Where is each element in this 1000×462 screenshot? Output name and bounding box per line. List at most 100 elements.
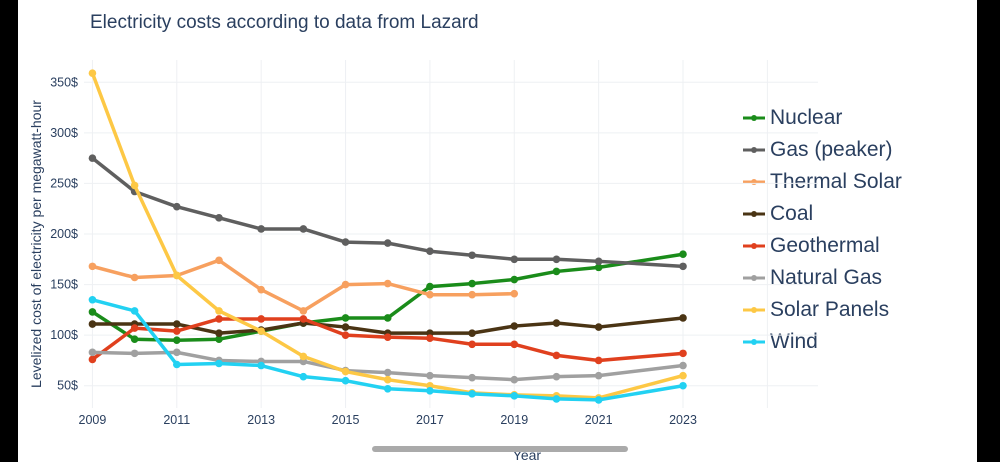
data-point <box>594 263 603 272</box>
x-tick-label: 2015 <box>332 413 360 427</box>
legend-item[interactable]: Geothermal <box>742 230 902 262</box>
data-point <box>510 275 519 284</box>
data-point <box>552 395 561 403</box>
data-point <box>257 315 265 323</box>
data-point <box>215 359 223 368</box>
legend-swatch-icon <box>743 147 765 153</box>
legend-label: Gas (peaker) <box>770 138 893 161</box>
data-point <box>88 154 97 162</box>
navigation-handle[interactable] <box>372 446 628 452</box>
data-point <box>510 289 519 298</box>
legend-item[interactable]: Natural Gas <box>742 262 902 294</box>
data-point <box>341 314 350 322</box>
data-point <box>173 320 181 328</box>
data-point <box>594 323 603 331</box>
data-point <box>552 319 561 327</box>
data-point <box>679 361 687 370</box>
data-point <box>383 314 392 322</box>
legend-item[interactable]: Nuclear <box>742 102 902 134</box>
data-point <box>173 271 181 280</box>
data-point <box>88 308 97 316</box>
data-point <box>426 371 434 380</box>
legend-label: Wind <box>770 330 818 353</box>
data-point <box>383 375 392 384</box>
data-point <box>679 371 687 380</box>
series-line <box>91 317 684 363</box>
data-point <box>299 372 308 381</box>
legend-label: Geothermal <box>770 234 880 257</box>
legend-item[interactable]: Thermal Solar <box>742 166 902 198</box>
legend-item[interactable]: Solar Panels <box>742 294 902 326</box>
series-wind <box>88 295 687 404</box>
legend-swatch-icon <box>743 339 765 345</box>
data-point <box>426 290 434 299</box>
data-point <box>383 239 392 247</box>
data-point <box>88 320 97 328</box>
data-point <box>215 214 223 222</box>
y-tick-label: 350$ <box>50 75 78 89</box>
data-point <box>215 307 223 315</box>
data-point <box>173 202 181 211</box>
y-axis-label: Levelized cost of electricity per megawa… <box>28 100 44 388</box>
legend-swatch-icon <box>743 275 765 281</box>
data-point <box>510 340 519 349</box>
series-line <box>91 252 684 342</box>
data-point <box>215 315 223 323</box>
data-point <box>130 273 139 282</box>
data-point <box>552 351 561 360</box>
data-point <box>215 329 223 337</box>
x-tick-label: 2013 <box>247 413 275 427</box>
legend-label: Coal <box>770 202 814 225</box>
legend-swatch-icon <box>743 211 765 217</box>
data-point <box>257 285 265 294</box>
data-point <box>679 250 687 259</box>
legend-label: Natural Gas <box>770 266 883 289</box>
data-point <box>383 384 392 393</box>
x-tick-label: 2017 <box>416 413 444 427</box>
data-point <box>426 334 434 342</box>
legend-item[interactable]: Wind <box>742 326 902 358</box>
data-point <box>510 375 519 384</box>
data-point <box>341 367 350 376</box>
data-point <box>510 322 519 330</box>
y-tick-label: 150$ <box>50 278 78 292</box>
x-tick-label: 2011 <box>163 413 190 427</box>
data-point <box>299 352 308 361</box>
chart-canvas: Electricity costs according to data from… <box>18 0 977 462</box>
series-line <box>91 298 684 402</box>
legend-swatch-icon <box>743 243 765 249</box>
data-point <box>468 390 476 398</box>
y-tick-label: 250$ <box>50 176 78 190</box>
data-point <box>679 262 687 271</box>
legend-swatch-icon <box>743 115 765 121</box>
data-point <box>341 323 350 331</box>
data-point <box>130 349 139 358</box>
data-point <box>88 355 97 364</box>
data-point <box>679 349 687 358</box>
data-point <box>594 396 603 404</box>
data-point <box>468 373 476 382</box>
data-point <box>299 307 308 315</box>
data-point <box>383 368 392 377</box>
x-tick-label: 2019 <box>500 413 528 427</box>
legend-item[interactable]: Gas (peaker) <box>742 134 902 166</box>
series-line <box>92 350 684 382</box>
data-point <box>426 282 434 291</box>
legend-label: Solar Panels <box>770 298 890 321</box>
x-tick-label: 2009 <box>79 413 107 427</box>
x-tick-label: 2021 <box>585 413 613 427</box>
data-point <box>341 331 350 339</box>
series-nuclear <box>88 250 687 345</box>
legend-swatch-icon <box>743 307 765 313</box>
data-point <box>594 356 603 365</box>
legend-item[interactable]: Coal <box>742 198 902 230</box>
data-point <box>173 348 181 357</box>
data-point <box>299 315 308 323</box>
data-point <box>426 387 434 395</box>
series-line <box>90 72 684 400</box>
data-point <box>383 279 392 288</box>
data-point <box>552 255 561 264</box>
data-point <box>679 381 687 390</box>
data-point <box>215 335 223 344</box>
data-point <box>173 327 181 335</box>
